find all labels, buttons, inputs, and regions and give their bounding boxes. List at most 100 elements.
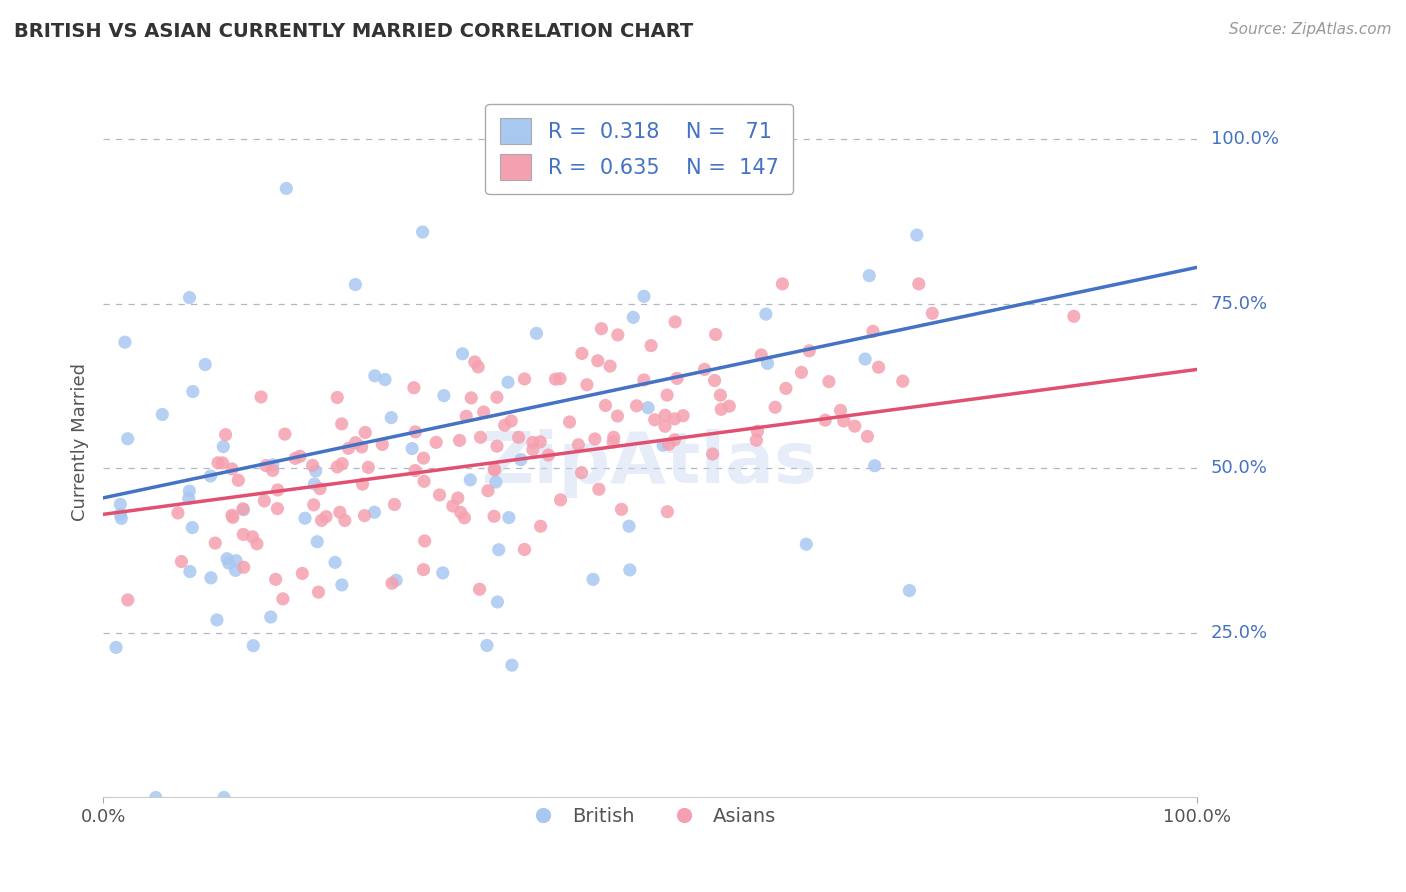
Point [583, 432, 606, 446]
Text: Source: ZipAtlas.com: Source: ZipAtlas.com [1229, 22, 1392, 37]
Point [637, 401, 659, 415]
Point [402, 381, 425, 395]
Point [215, 551, 238, 566]
Point [606, 327, 628, 342]
Point [755, 307, 778, 321]
Point [703, 374, 725, 388]
Point [260, 610, 283, 624]
Point [498, 510, 520, 524]
Point [595, 399, 617, 413]
Point [214, 427, 236, 442]
Point [232, 560, 254, 574]
Text: 50.0%: 50.0% [1211, 459, 1267, 477]
Point [309, 482, 332, 496]
Point [558, 415, 581, 429]
Point [522, 442, 544, 457]
Point [582, 573, 605, 587]
Point [212, 440, 235, 454]
Point [304, 477, 326, 491]
Point [655, 388, 678, 402]
Point [467, 359, 489, 374]
Point [522, 435, 544, 450]
Point [432, 566, 454, 580]
Point [644, 413, 666, 427]
Point [477, 483, 499, 498]
Point [763, 401, 786, 415]
Text: ZipAtlas: ZipAtlas [482, 429, 818, 498]
Point [412, 563, 434, 577]
Point [218, 556, 240, 570]
Point [485, 475, 508, 489]
Point [501, 658, 523, 673]
Point [232, 527, 254, 541]
Point [472, 405, 495, 419]
Point [482, 509, 505, 524]
Point [718, 399, 741, 413]
Point [709, 388, 731, 402]
Point [305, 464, 328, 478]
Point [494, 418, 516, 433]
Legend: British, Asians: British, Asians [516, 799, 783, 834]
Point [179, 565, 201, 579]
Point [288, 450, 311, 464]
Point [315, 509, 337, 524]
Point [221, 462, 243, 476]
Point [449, 434, 471, 448]
Point [619, 563, 641, 577]
Point [344, 435, 367, 450]
Point [799, 343, 821, 358]
Point [200, 571, 222, 585]
Point [329, 505, 352, 519]
Point [501, 414, 523, 428]
Point [344, 277, 367, 292]
Point [844, 419, 866, 434]
Point [508, 430, 530, 444]
Point [212, 790, 235, 805]
Point [326, 391, 349, 405]
Point [853, 351, 876, 366]
Point [200, 469, 222, 483]
Point [513, 542, 536, 557]
Point [626, 399, 648, 413]
Point [413, 475, 436, 489]
Point [496, 375, 519, 389]
Point [529, 519, 551, 533]
Point [207, 456, 229, 470]
Point [747, 424, 769, 438]
Point [381, 576, 404, 591]
Point [110, 511, 132, 525]
Point [181, 520, 204, 534]
Point [204, 536, 226, 550]
Point [357, 460, 380, 475]
Point [226, 473, 249, 487]
Text: BRITISH VS ASIAN CURRENTLY MARRIED CORRELATION CHART: BRITISH VS ASIAN CURRENTLY MARRIED CORRE… [14, 22, 693, 41]
Point [745, 434, 768, 448]
Point [433, 389, 456, 403]
Point [250, 390, 273, 404]
Point [447, 491, 470, 505]
Point [254, 458, 277, 473]
Point [150, 408, 173, 422]
Point [224, 563, 246, 577]
Point [610, 502, 633, 516]
Point [484, 463, 506, 477]
Point [276, 181, 298, 195]
Point [571, 346, 593, 360]
Point [672, 409, 695, 423]
Point [412, 451, 434, 466]
Point [429, 488, 451, 502]
Point [863, 458, 886, 473]
Point [891, 374, 914, 388]
Point [617, 519, 640, 533]
Point [509, 452, 531, 467]
Point [475, 639, 498, 653]
Point [284, 451, 307, 466]
Point [170, 554, 193, 568]
Point [664, 412, 686, 426]
Point [794, 537, 817, 551]
Point [654, 419, 676, 434]
Point [486, 595, 509, 609]
Point [177, 491, 200, 506]
Point [921, 306, 943, 320]
Point [856, 429, 879, 443]
